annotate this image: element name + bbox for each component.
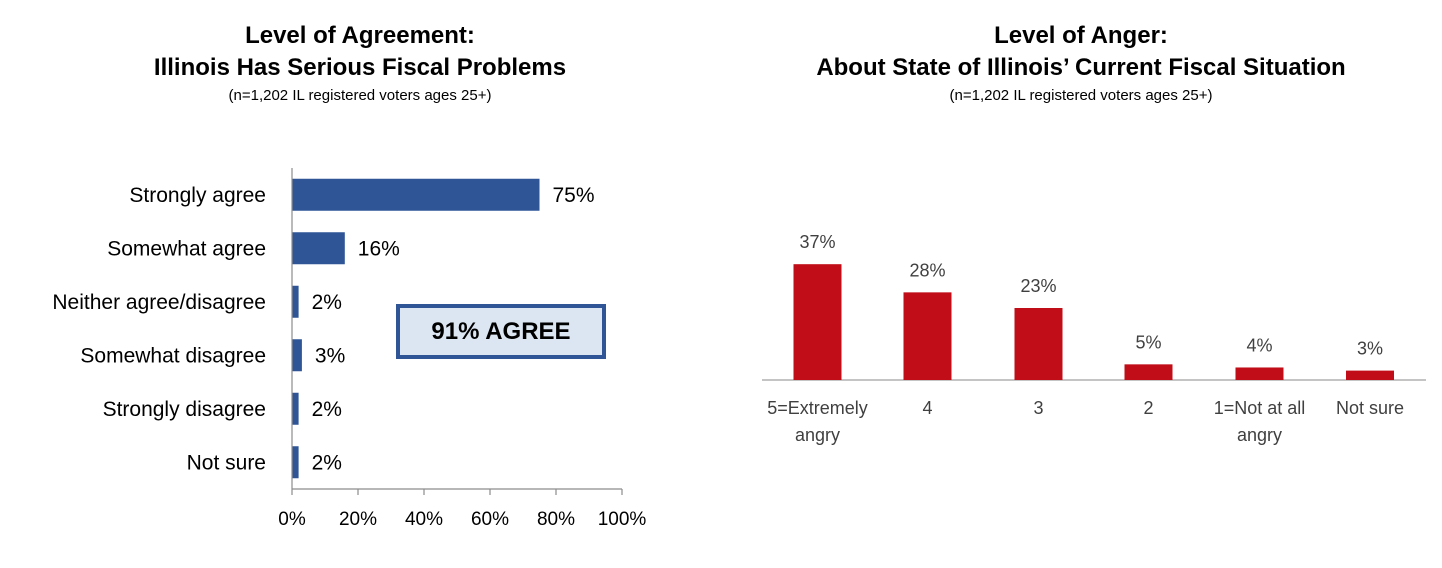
data-label: 37% [799, 232, 835, 252]
category-label: 3 [1033, 398, 1043, 418]
category-label: Somewhat disagree [80, 344, 266, 367]
bar [292, 178, 540, 211]
category-label: Somewhat agree [107, 237, 266, 260]
bar [1014, 308, 1063, 380]
data-label: 4% [1246, 335, 1272, 355]
data-label: 5% [1135, 332, 1161, 352]
anger-chart-title-block: Level of Anger: About State of Illinois’… [720, 20, 1442, 108]
category-label: Not sure [187, 451, 266, 474]
data-label: 16% [358, 237, 400, 260]
bar [292, 392, 299, 425]
x-tick-label: 80% [537, 509, 575, 530]
bar [292, 285, 299, 318]
category-label: Neither agree/disagree [52, 291, 266, 314]
category-label: 2 [1143, 398, 1153, 418]
chart-subtitle: (n=1,202 IL registered voters ages 25+) [949, 87, 1213, 104]
data-label: 23% [1020, 276, 1056, 296]
category-label: 5=Extremely [767, 398, 868, 418]
x-tick-label: 100% [598, 509, 647, 530]
chart-title-line-1: Level of Agreement: [245, 22, 475, 49]
data-label: 2% [312, 291, 342, 314]
data-label: 3% [1357, 339, 1383, 359]
chart-subtitle: (n=1,202 IL registered voters ages 25+) [228, 87, 492, 104]
bar [292, 232, 345, 265]
anger-bar-plot: 37% 5=Extremely angry 28% 4 23% 3 5% 2 4% 1=Not at… [762, 232, 1426, 445]
chart-title-line-2: About State of Illinois’ Current Fiscal … [816, 54, 1346, 81]
anger-chart: Level of Anger: About State of Illinois’… [720, 0, 1442, 568]
chart-title-line-1: Level of Anger: [994, 22, 1168, 49]
category-label: Not sure [1336, 398, 1404, 418]
category-label: 4 [922, 398, 932, 418]
x-tick-label: 40% [405, 509, 443, 530]
data-label: 75% [553, 184, 595, 207]
bar [292, 339, 302, 372]
agreement-chart: Level of Agreement: Illinois Has Serious… [0, 0, 720, 568]
category-label: 1=Not at all [1214, 398, 1306, 418]
x-tick-label: 20% [339, 509, 377, 530]
data-label: 2% [312, 398, 342, 421]
x-tick-label: 0% [278, 509, 306, 530]
chart-title-line-2: Illinois Has Serious Fiscal Problems [153, 54, 567, 81]
bar [292, 446, 299, 479]
data-label: 28% [909, 260, 945, 280]
bar [1124, 364, 1173, 380]
data-label: 2% [312, 451, 342, 474]
agree-callout-box: 91% AGREE [396, 304, 606, 359]
category-label: Strongly disagree [103, 398, 266, 421]
bar [1235, 367, 1284, 380]
x-tick-label: 60% [471, 509, 509, 530]
bar [1346, 370, 1394, 380]
bar [793, 264, 842, 380]
category-label: angry [795, 425, 840, 445]
agreement-bar-plot: Strongly agree 75% Somewhat agree 16% Neithe… [52, 168, 647, 530]
category-label: angry [1237, 425, 1282, 445]
agreement-chart-title-block: Level of Agreement: Illinois Has Serious… [0, 20, 720, 108]
bar [903, 292, 952, 380]
data-label: 3% [315, 344, 345, 367]
category-label: Strongly agree [129, 184, 266, 207]
